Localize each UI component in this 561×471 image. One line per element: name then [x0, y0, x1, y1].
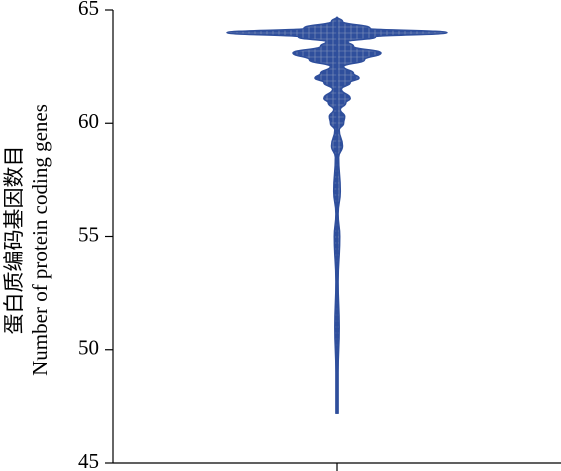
y-tick-label: 50 — [78, 336, 99, 360]
y-axis-label: 蛋白质编码基因数目 — [2, 146, 26, 335]
y-tick-label: 45 — [78, 449, 99, 471]
y-tick-label: 55 — [78, 222, 99, 246]
y-tick-label: 65 — [78, 0, 99, 20]
y-axis-label: Number of protein coding genes — [28, 104, 52, 376]
y-tick-label: 60 — [78, 109, 99, 133]
violin-half — [226, 16, 338, 414]
violin-half — [336, 16, 448, 414]
